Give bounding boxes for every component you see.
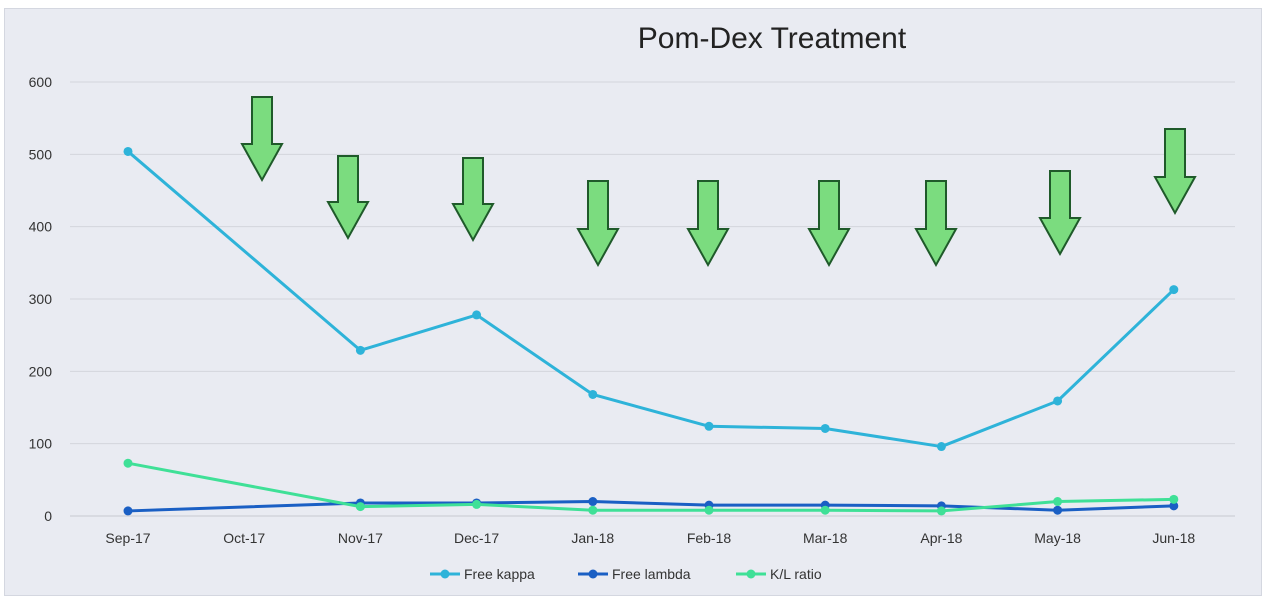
down-arrow-icon	[451, 157, 495, 243]
chart-frame	[4, 8, 1262, 596]
data-point	[1169, 285, 1179, 295]
x-tick-label: Feb-18	[687, 530, 732, 546]
data-point	[820, 505, 830, 515]
data-point	[123, 506, 133, 516]
data-point	[588, 497, 598, 507]
y-tick-label: 100	[29, 436, 53, 452]
data-point	[820, 423, 830, 433]
x-tick-label: Oct-17	[223, 530, 265, 546]
data-point	[936, 442, 946, 452]
down-arrow-icon	[1038, 170, 1082, 257]
y-tick-label: 300	[29, 291, 53, 307]
data-point	[704, 421, 714, 431]
data-point	[1169, 494, 1179, 504]
y-tick-label: 200	[29, 363, 53, 379]
data-point	[355, 502, 365, 512]
x-tick-label: May-18	[1034, 530, 1081, 546]
x-tick-label: Sep-17	[105, 530, 150, 546]
data-point	[355, 345, 365, 355]
legend-marker	[440, 569, 450, 579]
x-tick-label: Nov-17	[338, 530, 383, 546]
down-arrow-icon	[807, 180, 851, 268]
y-tick-label: 400	[29, 219, 53, 235]
data-point	[1053, 497, 1063, 507]
data-point	[704, 505, 714, 515]
x-tick-label: Dec-17	[454, 530, 499, 546]
legend: Free kappa Free lambda K/L ratio	[430, 566, 822, 582]
x-tick-label: Mar-18	[803, 530, 848, 546]
data-point	[123, 146, 133, 156]
y-tick-label: 0	[44, 508, 52, 524]
down-arrow-icon	[1153, 128, 1197, 216]
legend-label: K/L ratio	[770, 566, 822, 582]
data-point	[123, 458, 133, 468]
legend-marker	[588, 569, 598, 579]
x-tick-label: Apr-18	[920, 530, 962, 546]
treatment-arrows	[240, 96, 1197, 268]
legend-label: Free lambda	[612, 566, 691, 582]
data-point	[1053, 396, 1063, 406]
data-point	[472, 499, 482, 509]
y-tick-label: 500	[29, 146, 53, 162]
data-point	[588, 505, 598, 515]
down-arrow-icon	[240, 96, 284, 183]
grid-lines	[70, 81, 1235, 517]
y-tick-label: 600	[29, 74, 53, 90]
down-arrow-icon	[326, 155, 370, 241]
data-point	[472, 310, 482, 320]
data-point	[1053, 505, 1063, 515]
down-arrow-icon	[576, 180, 620, 268]
data-point	[936, 506, 946, 516]
y-axis-ticks: 0 100 200 300 400 500 600	[29, 74, 53, 524]
legend-label: Free kappa	[464, 566, 535, 582]
data-point	[1169, 501, 1179, 511]
x-tick-label: Jan-18	[571, 530, 614, 546]
data-point	[588, 389, 598, 399]
x-tick-label: Jun-18	[1152, 530, 1195, 546]
down-arrow-icon	[686, 180, 730, 268]
series-lines	[123, 146, 1179, 516]
x-axis-ticks: Sep-17 Oct-17 Nov-17 Dec-17 Jan-18 Feb-18 Mar-…	[105, 530, 1195, 546]
chart-title: Pom-Dex Treatment	[638, 22, 907, 55]
legend-marker	[746, 569, 756, 579]
down-arrow-icon	[914, 180, 958, 268]
